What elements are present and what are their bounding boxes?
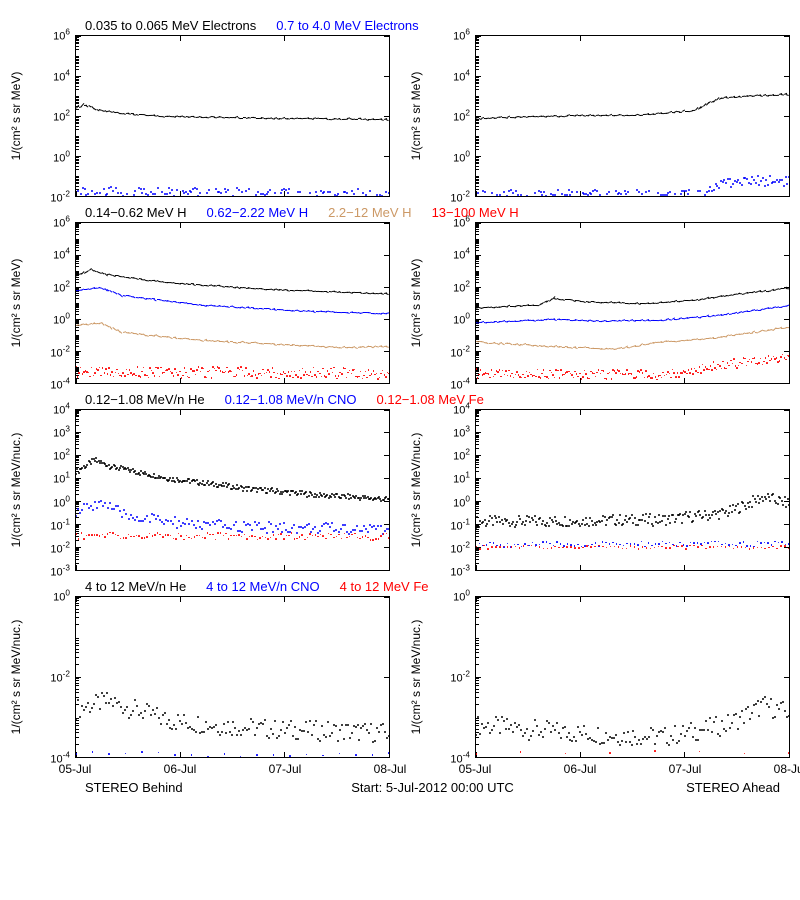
- panel-row: 1/(cm² s sr MeV)10-410-21001021041061/(c…: [10, 222, 790, 384]
- panel-left: 1/(cm² s sr MeV) 10-2100102104106: [10, 35, 390, 197]
- series-container: [476, 36, 789, 196]
- panel-left: 1/(cm² s sr MeV) 10-410-2100102104106: [10, 222, 390, 384]
- series-container: [76, 223, 389, 383]
- series-container: [76, 597, 389, 757]
- bottom-labels: STEREO BehindStart: 5-Jul-2012 00:00 UTC…: [10, 780, 790, 795]
- legend-item: 4 to 12 MeV/n CNO: [206, 579, 319, 594]
- legend-item: 0.035 to 0.065 MeV Electrons: [85, 18, 256, 33]
- spacecraft-left-label: STEREO Behind: [10, 780, 317, 795]
- panel-row: 1/(cm² s sr MeV/nuc.)10-410-21001/(cm² s…: [10, 596, 790, 758]
- legend-item: 4 to 12 MeV/n He: [85, 579, 186, 594]
- row-legend: 4 to 12 MeV/n He 4 to 12 MeV/n CNO 4 to 12…: [10, 579, 790, 594]
- legend-item: 0.12−1.08 MeV/n He: [85, 392, 205, 407]
- legend-item: 2.2−12 MeV H: [328, 205, 411, 220]
- y-axis-label: 1/(cm² s sr MeV/nuc.): [9, 620, 23, 735]
- panel-left: 1/(cm² s sr MeV/nuc.) 10-310-210-11001011…: [10, 409, 390, 571]
- legend-item: 0.62−2.22 MeV H: [207, 205, 309, 220]
- y-tick-labels: 10-410-2100: [440, 596, 472, 758]
- y-tick-labels: 10-410-2100102104106: [440, 222, 472, 384]
- plot-area: [75, 35, 390, 197]
- y-axis-label: 1/(cm² s sr MeV/nuc.): [409, 620, 423, 735]
- y-axis-label: 1/(cm² s sr MeV/nuc.): [9, 433, 23, 548]
- start-time-label: Start: 5-Jul-2012 00:00 UTC: [317, 780, 549, 795]
- legend-item: 0.7 to 4.0 MeV Electrons: [276, 18, 418, 33]
- panel-row: 1/(cm² s sr MeV)10-21001021041061/(cm² s…: [10, 35, 790, 197]
- panel-right: 1/(cm² s sr MeV/nuc.) 10-410-2100: [410, 596, 790, 758]
- y-tick-labels: 10-410-2100102104106: [40, 222, 72, 384]
- series-container: [476, 410, 789, 570]
- stereo-particle-flux-figure: 0.035 to 0.065 MeV Electrons 0.7 to 4.0 M…: [10, 18, 790, 795]
- legend-item: 0.14−0.62 MeV H: [85, 205, 187, 220]
- y-tick-labels: 10-410-2100: [40, 596, 72, 758]
- y-axis-label: 1/(cm² s sr MeV/nuc.): [409, 433, 423, 548]
- spacecraft-right-label: STEREO Ahead: [548, 780, 790, 795]
- panel-right: 1/(cm² s sr MeV/nuc.) 10-310-210-11001011…: [410, 409, 790, 571]
- legend-item: 0.12−1.08 MeV/n CNO: [225, 392, 357, 407]
- y-axis-label: 1/(cm² s sr MeV): [9, 72, 23, 161]
- row-legend: 0.12−1.08 MeV/n He0.12−1.08 MeV/n CNO0.1…: [10, 392, 790, 407]
- panel-right: 1/(cm² s sr MeV) 10-2100102104106: [410, 35, 790, 197]
- legend-item: 4 to 12 MeV Fe: [340, 579, 429, 594]
- y-tick-labels: 10-310-210-1100101102103104: [40, 409, 72, 571]
- plot-area: [75, 222, 390, 384]
- plot-area: [75, 596, 390, 758]
- plot-area: [475, 222, 790, 384]
- panel-right: 1/(cm² s sr MeV) 10-410-2100102104106: [410, 222, 790, 384]
- x-tick-labels: 05-Jul06-Jul07-Jul08-Jul: [475, 762, 790, 776]
- row-legend: 0.14−0.62 MeV H 0.62−2.22 MeV H 2.2−12 MeV…: [10, 205, 790, 220]
- plot-area: [475, 596, 790, 758]
- y-axis-label: 1/(cm² s sr MeV): [9, 259, 23, 348]
- panel-row: 1/(cm² s sr MeV/nuc.) 10-310-210-11001011…: [10, 409, 790, 571]
- y-axis-label: 1/(cm² s sr MeV): [409, 72, 423, 161]
- series-container: [76, 410, 389, 570]
- plot-area: [75, 409, 390, 571]
- row-legend: 0.035 to 0.065 MeV Electrons 0.7 to 4.0 M…: [10, 18, 790, 33]
- y-tick-labels: 10-310-210-1100101102103104: [440, 409, 472, 571]
- y-tick-labels: 10-2100102104106: [40, 35, 72, 197]
- series-container: [476, 223, 789, 383]
- series-container: [476, 597, 789, 757]
- plot-area: [475, 409, 790, 571]
- plot-area: [475, 35, 790, 197]
- y-tick-labels: 10-2100102104106: [440, 35, 472, 197]
- x-tick-labels: 05-Jul06-Jul07-Jul08-Jul: [75, 762, 390, 776]
- panel-left: 1/(cm² s sr MeV/nuc.) 10-410-2100: [10, 596, 390, 758]
- y-axis-label: 1/(cm² s sr MeV): [409, 259, 423, 348]
- series-container: [76, 36, 389, 196]
